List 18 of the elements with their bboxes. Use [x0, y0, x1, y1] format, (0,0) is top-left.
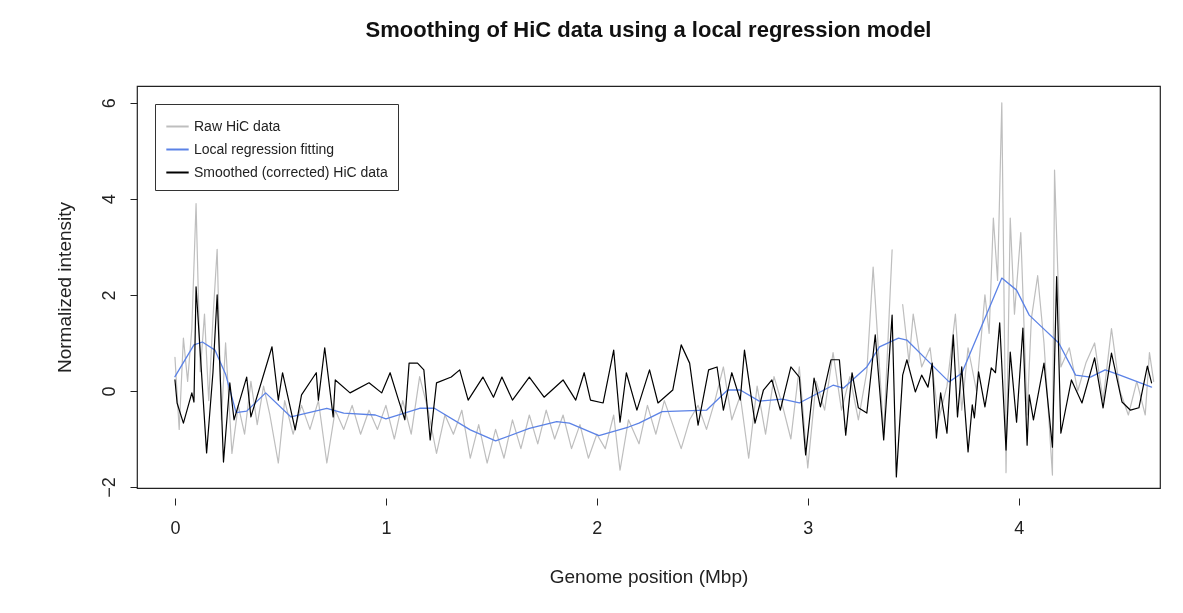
- y-tick-label: −2: [98, 477, 119, 498]
- x-tick-label: 3: [803, 517, 814, 538]
- line-series: [174, 277, 1153, 442]
- chart-title: Smoothing of HiC data using a local regression model: [365, 17, 932, 42]
- x-tick-label: 4: [1014, 517, 1025, 538]
- y-tick-label: 2: [98, 290, 119, 301]
- y-axis-title: Normalized intensity: [53, 201, 75, 374]
- x-tick-label: 2: [592, 517, 603, 538]
- legend-label: Raw HiC data: [194, 117, 281, 134]
- y-tick-label: 6: [98, 98, 119, 109]
- x-tick-label: 0: [170, 517, 181, 538]
- y-tick-label: 0: [98, 386, 119, 397]
- line-series: [174, 276, 1153, 478]
- x-axis-title: Genome position (Mbp): [549, 565, 749, 587]
- legend-label: Smoothed (corrected) HiC data: [194, 163, 388, 180]
- legend-label: Local regression fitting: [194, 140, 335, 157]
- y-tick-label: 4: [98, 194, 119, 205]
- x-tick-label: 1: [381, 517, 392, 538]
